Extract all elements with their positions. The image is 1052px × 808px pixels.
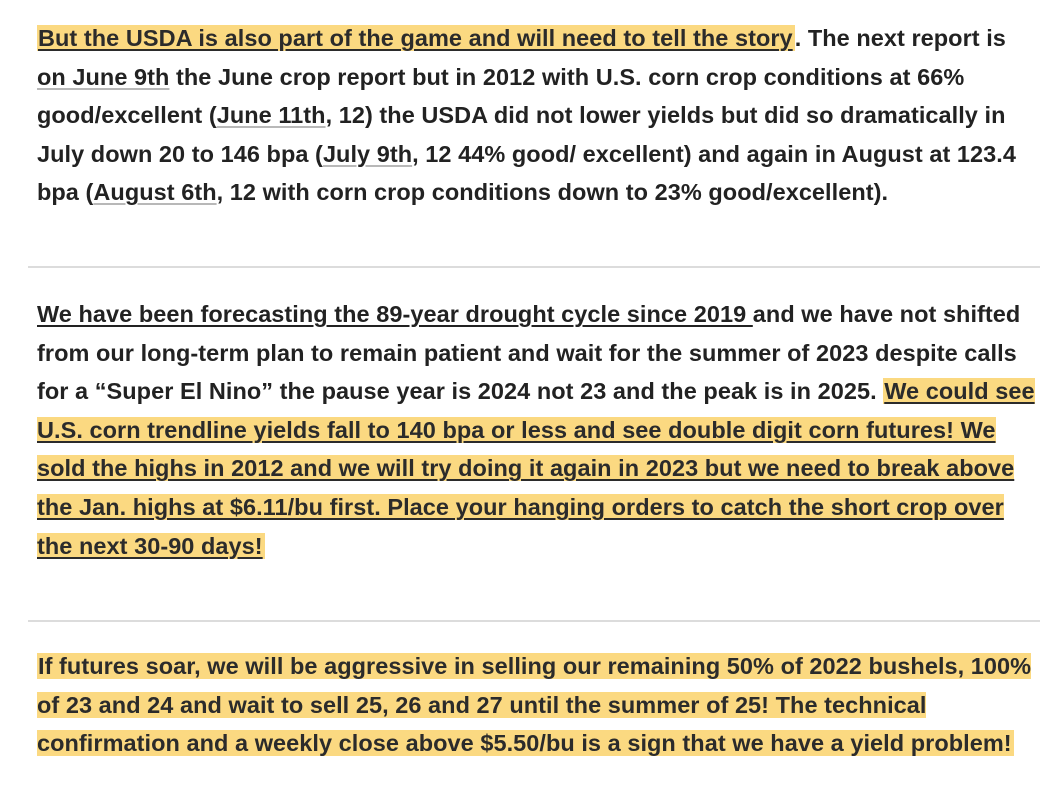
- text-segment: . The next report is: [794, 25, 1006, 51]
- highlight-selling-plan: If futures soar, we will be aggressive i…: [37, 653, 1032, 757]
- highlight-usda-story: But the USDA is also part of the game an…: [37, 25, 795, 51]
- link-june-9th[interactable]: on June 9th: [37, 63, 170, 90]
- link-july-9th[interactable]: July 9th: [322, 140, 413, 167]
- text-segment: , 12) the USDA did not lower yields but …: [37, 102, 1006, 167]
- text-segment: the June crop report but in 2012 with U.…: [37, 63, 965, 129]
- underlined-drought-forecast: We have been forecasting the 89-year dro…: [37, 301, 753, 327]
- highlight-trendline-yields: We could see U.S. corn trendline yields …: [37, 378, 1035, 559]
- text-segment: , 12 with corn crop conditions down to 2…: [216, 179, 889, 206]
- paragraph-usda-story: But the USDA is also part of the game an…: [37, 19, 1037, 212]
- text-segment: , 12 44% good/ excellent) and again in A…: [37, 140, 1016, 206]
- paragraph-selling-plan: If futures soar, we will be aggressive i…: [37, 647, 1037, 763]
- link-august-6th[interactable]: August 6th: [93, 179, 217, 206]
- paragraph-drought-cycle: We have been forecasting the 89-year dro…: [37, 295, 1037, 565]
- text-segment: and we have not shifted from our long-te…: [37, 301, 1021, 405]
- section-divider: [28, 620, 1040, 622]
- link-june-11th[interactable]: June 11th: [216, 102, 326, 129]
- section-divider: [28, 266, 1040, 268]
